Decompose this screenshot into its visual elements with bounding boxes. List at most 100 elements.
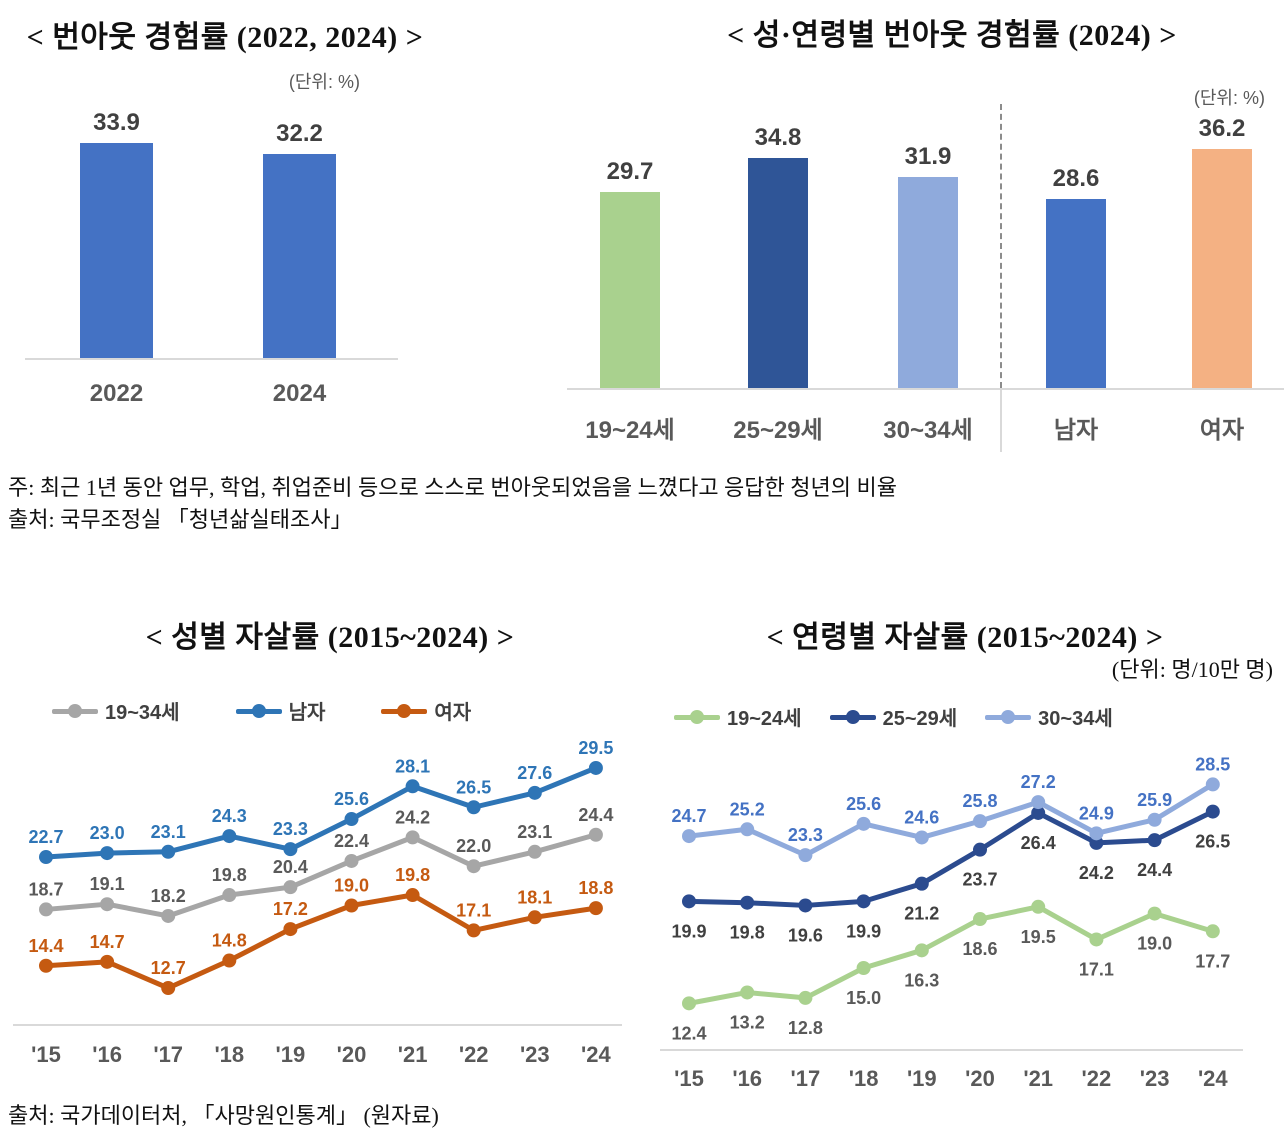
x-tick-label: '18: [849, 1066, 879, 1091]
data-point-19~34세: [100, 897, 115, 912]
data-point-여자: [405, 888, 420, 903]
legend-marker: [381, 703, 428, 719]
point-value-label: 23.1: [517, 822, 552, 842]
data-point-19~24세: [1089, 932, 1104, 947]
point-value-label: 25.9: [1137, 790, 1172, 810]
data-point-30~34세: [856, 816, 871, 831]
data-point-남자: [222, 829, 237, 844]
data-point-여자: [344, 898, 359, 913]
legend-marker-dot: [1001, 709, 1016, 724]
data-point-19~24세: [798, 990, 813, 1005]
data-point-25~29세: [973, 842, 987, 857]
point-value-label: 28.5: [1195, 754, 1230, 774]
data-point-남자: [588, 760, 603, 775]
point-value-label: 23.0: [90, 823, 125, 843]
point-value-label: 29.5: [578, 738, 613, 758]
data-point-19~34세: [405, 830, 420, 845]
legend-marker: [235, 703, 282, 719]
data-point-30~34세: [1089, 826, 1104, 841]
data-point-30~34세: [1031, 795, 1046, 810]
point-value-label: 14.8: [212, 931, 247, 951]
x-tick-label: '23: [520, 1042, 550, 1067]
point-value-label: 22.0: [456, 836, 491, 856]
x-tick-label: '19: [276, 1042, 306, 1067]
point-value-label: 15.0: [846, 988, 881, 1008]
data-point-30~34세: [682, 829, 696, 844]
data-point-30~34세: [1205, 777, 1220, 792]
point-value-label: 25.6: [334, 789, 369, 809]
legend-label: 19~34세: [105, 702, 180, 724]
point-value-label: 26.5: [456, 777, 491, 797]
data-point-여자: [39, 958, 53, 973]
point-value-label: 26.5: [1195, 832, 1230, 852]
data-point-25~29세: [1147, 833, 1162, 848]
point-value-label: 23.3: [788, 825, 823, 845]
data-point-30~34세: [914, 830, 929, 845]
suicide-age-legend: 19~24세 25~29세 30~34세: [674, 702, 1113, 731]
x-tick-label: '17: [153, 1042, 183, 1067]
data-point-25~29세: [798, 898, 813, 913]
legend-marker-dot: [251, 703, 266, 718]
x-tick-label: '16: [92, 1042, 122, 1067]
point-value-label: 19.8: [730, 923, 765, 943]
x-tick-label: '16: [732, 1066, 762, 1091]
data-point-여자: [466, 923, 481, 938]
legend-item-남자: 남자: [235, 696, 325, 725]
x-tick-label: '17: [791, 1066, 821, 1091]
suicide-sex-title: < 성별 자살률 (2015~2024) >: [145, 621, 515, 654]
data-point-19~24세: [973, 912, 987, 927]
x-tick-label: '24: [581, 1042, 611, 1067]
legend-marker-dot: [845, 709, 860, 724]
legend-marker-dot: [68, 703, 82, 718]
point-value-label: 28.1: [395, 756, 430, 776]
point-value-label: 18.1: [517, 887, 552, 907]
data-point-25~29세: [914, 876, 929, 891]
legend-item-30~34세: 30~34세: [985, 702, 1113, 731]
legend-item-19~24세: 19~24세: [674, 702, 802, 731]
burnout-total-title: < 번아웃 경험률 (2022, 2024) >: [26, 21, 424, 54]
data-point-여자: [588, 901, 603, 916]
point-value-label: 24.4: [578, 805, 613, 825]
point-value-label: 18.2: [151, 886, 186, 906]
point-value-label: 19.1: [90, 874, 125, 894]
suicide-age-unit: (단위: 명/10만 명): [1111, 657, 1273, 682]
point-value-label: 21.2: [904, 904, 939, 924]
data-point-25~29세: [682, 894, 696, 909]
data-point-19~24세: [682, 996, 696, 1011]
data-point-19~34세: [39, 902, 53, 917]
point-value-label: 17.1: [1079, 959, 1114, 979]
legend-marker: [674, 709, 720, 725]
point-value-label: 24.3: [212, 806, 247, 826]
data-point-19~34세: [222, 888, 237, 903]
burnout-group-title: < 성·연령별 번아웃 경험률 (2024) >: [727, 19, 1177, 52]
data-point-19~34세: [466, 859, 481, 874]
data-point-여자: [161, 981, 176, 996]
point-value-label: 27.6: [517, 763, 552, 783]
data-point-19~34세: [283, 880, 298, 895]
legend-item-19~34세: 19~34세: [52, 696, 180, 725]
point-value-label: 18.8: [578, 878, 613, 898]
point-value-label: 13.2: [730, 1012, 765, 1032]
point-value-label: 23.3: [273, 819, 308, 839]
series-line-남자: [43, 765, 599, 860]
x-tick-label: '23: [1140, 1066, 1170, 1091]
point-value-label: 24.2: [395, 807, 430, 827]
point-value-label: 12.8: [788, 1018, 823, 1038]
point-value-label: 24.7: [671, 806, 706, 826]
source-line-top: 출처: 국무조정실 「청년삶실태조사」: [8, 507, 353, 532]
x-tick-label: '18: [214, 1042, 244, 1067]
data-point-19~24세: [1205, 924, 1220, 939]
point-value-label: 19.8: [212, 865, 247, 885]
point-value-label: 24.4: [1137, 860, 1172, 880]
burnout-total-unit: (단위: %): [288, 72, 360, 92]
legend-label: 25~29세: [882, 708, 958, 730]
point-value-label: 23.1: [151, 822, 186, 842]
point-value-label: 22.7: [28, 827, 63, 847]
data-point-남자: [527, 785, 542, 800]
data-point-30~34세: [798, 848, 813, 863]
series-line-25~29세: [686, 809, 1216, 908]
point-value-label: 25.6: [846, 794, 881, 814]
legend-marker-dot: [690, 709, 704, 724]
point-value-label: 25.8: [962, 791, 997, 811]
point-value-label: 19.9: [846, 921, 881, 941]
